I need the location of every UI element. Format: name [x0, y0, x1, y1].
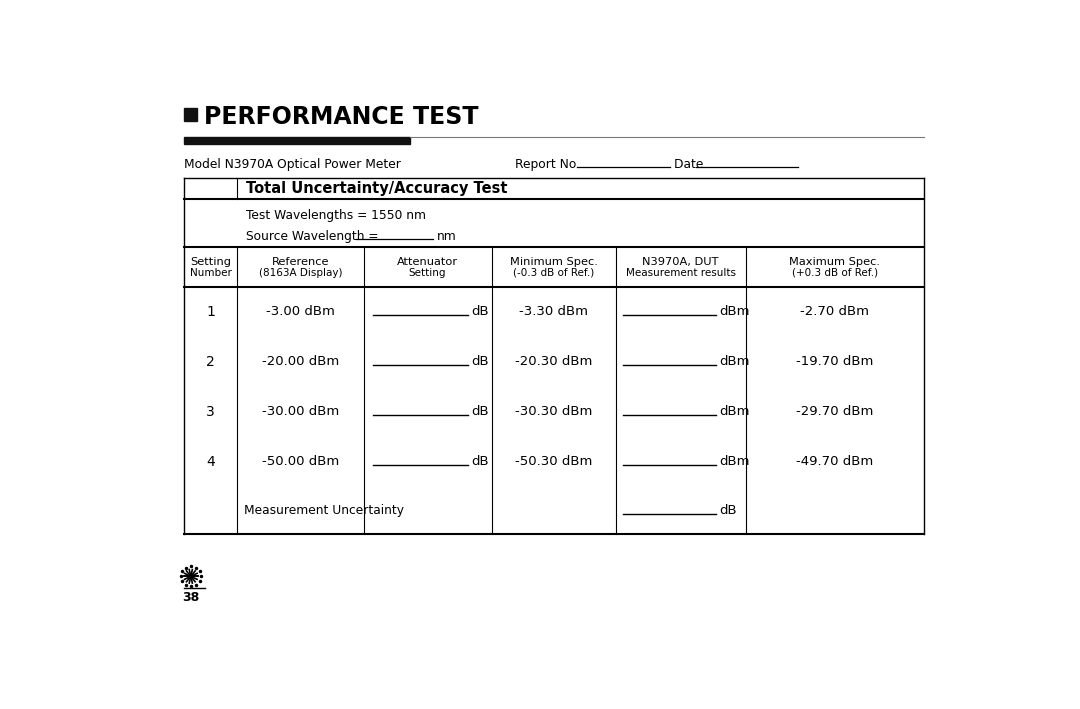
Text: dB: dB: [471, 306, 489, 318]
Text: -30.00 dBm: -30.00 dBm: [261, 406, 339, 418]
Bar: [184, 138, 410, 144]
Text: dBm: dBm: [719, 306, 750, 318]
Text: N3970A, DUT: N3970A, DUT: [643, 257, 719, 267]
Text: 4: 4: [206, 455, 215, 469]
Text: -2.70 dBm: -2.70 dBm: [800, 306, 869, 318]
Text: -3.00 dBm: -3.00 dBm: [266, 306, 335, 318]
Text: Minimum Spec.: Minimum Spec.: [510, 257, 597, 267]
Text: Date: Date: [674, 158, 707, 171]
Text: -50.30 dBm: -50.30 dBm: [515, 455, 592, 469]
Text: -20.00 dBm: -20.00 dBm: [261, 355, 339, 369]
Text: -20.30 dBm: -20.30 dBm: [515, 355, 592, 369]
Text: (-0.3 dB of Ref.): (-0.3 dB of Ref.): [513, 268, 594, 278]
Text: -29.70 dBm: -29.70 dBm: [796, 406, 874, 418]
Text: -49.70 dBm: -49.70 dBm: [796, 455, 874, 469]
Text: -30.30 dBm: -30.30 dBm: [515, 406, 592, 418]
Text: Number: Number: [190, 268, 231, 278]
Text: dB: dB: [471, 455, 489, 469]
Text: Total Uncertainty/Accuracy Test: Total Uncertainty/Accuracy Test: [246, 181, 508, 196]
Text: Setting: Setting: [190, 257, 231, 267]
Text: Measurement results: Measurement results: [625, 268, 735, 278]
Text: 1: 1: [206, 305, 215, 319]
Text: dB: dB: [471, 355, 489, 369]
Text: dBm: dBm: [719, 355, 750, 369]
Text: dB: dB: [719, 504, 737, 517]
Text: -3.30 dBm: -3.30 dBm: [519, 306, 588, 318]
Text: dBm: dBm: [719, 406, 750, 418]
Text: Attenuator: Attenuator: [397, 257, 458, 267]
Text: 3: 3: [206, 405, 215, 419]
Text: 2: 2: [206, 355, 215, 369]
Text: Measurement Uncertainty: Measurement Uncertainty: [243, 504, 404, 517]
Text: Report No.: Report No.: [515, 158, 583, 171]
Text: nm: nm: [437, 230, 457, 242]
Text: dB: dB: [471, 406, 489, 418]
Text: Test Wavelengths = 1550 nm: Test Wavelengths = 1550 nm: [246, 209, 426, 223]
Text: Maximum Spec.: Maximum Spec.: [789, 257, 880, 267]
Text: PERFORMANCE TEST: PERFORMANCE TEST: [204, 106, 478, 130]
Text: -19.70 dBm: -19.70 dBm: [796, 355, 874, 369]
Text: (+0.3 dB of Ref.): (+0.3 dB of Ref.): [792, 268, 878, 278]
Text: Reference: Reference: [272, 257, 329, 267]
Text: Setting: Setting: [409, 268, 446, 278]
Text: 38: 38: [183, 591, 200, 603]
Text: dBm: dBm: [719, 455, 750, 469]
Text: -50.00 dBm: -50.00 dBm: [261, 455, 339, 469]
Text: Model N3970A Optical Power Meter: Model N3970A Optical Power Meter: [184, 158, 401, 171]
Bar: [184, 108, 197, 121]
Text: (8163A Display): (8163A Display): [259, 268, 342, 278]
Text: Source Wavelength =: Source Wavelength =: [246, 230, 382, 242]
